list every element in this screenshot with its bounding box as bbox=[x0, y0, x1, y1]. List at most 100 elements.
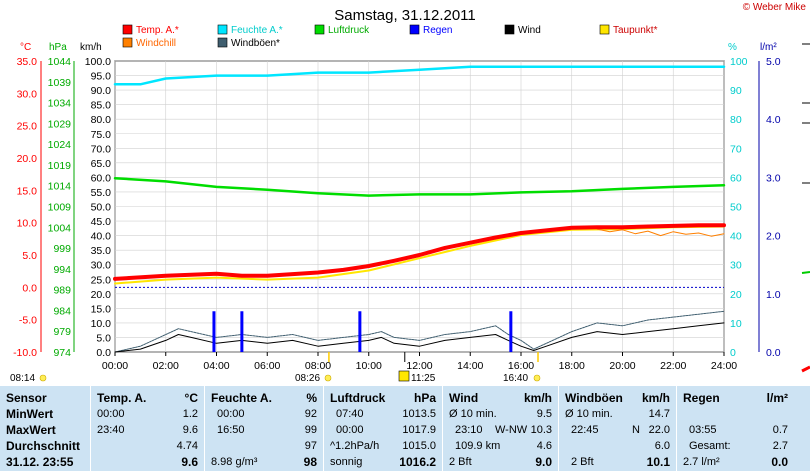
temp-min: 1.2 bbox=[182, 408, 198, 420]
humidity-absolute: 8.98 g/m³ bbox=[211, 456, 258, 468]
rain-tick-label: 4.0 bbox=[766, 114, 781, 126]
humidity-column: Feuchte A.% 00:00 92 16:50 99 97 8.98 g/m³… bbox=[205, 386, 323, 471]
temp-tick-label: -10.0 bbox=[13, 347, 37, 359]
pressure-forecast: sonnig bbox=[330, 456, 363, 468]
wind-column: Wind km/h Ø 10 min. 9.5 23:10 W-NW 10.3 109.… bbox=[443, 386, 558, 471]
legend-label: Taupunkt* bbox=[613, 25, 658, 36]
right-edge-strip bbox=[801, 43, 810, 373]
humidity-tick-label: 90 bbox=[730, 85, 742, 97]
sunrise-shadow-time: 08:26 bbox=[295, 373, 320, 384]
legend-swatch bbox=[314, 24, 325, 35]
pressure-tick-label: 1019 bbox=[48, 160, 72, 172]
humidity-unit-label: % bbox=[728, 42, 737, 53]
rain-bar bbox=[509, 311, 513, 352]
series-line-feuchtea bbox=[113, 65, 726, 86]
series-line-windben bbox=[114, 310, 725, 353]
rain-current: 0.0 bbox=[771, 455, 788, 469]
edge-mark bbox=[801, 365, 810, 373]
temp-max: 9.6 bbox=[182, 424, 198, 436]
gust-avg10: 14.7 bbox=[648, 408, 670, 420]
wind-tick-label: 90.0 bbox=[91, 85, 112, 97]
x-tick-label: 04:00 bbox=[203, 360, 229, 372]
temp-header: Temp. A. bbox=[97, 391, 147, 405]
humidity-header: Feuchte A. bbox=[211, 391, 272, 405]
x-tick-label: 12:00 bbox=[406, 360, 432, 372]
temp-tick-label: 15.0 bbox=[17, 185, 38, 197]
legend-label: Temp. A.* bbox=[136, 25, 179, 36]
rain-total: 2.7 bbox=[772, 440, 788, 452]
pressure-tick-label: 1029 bbox=[48, 118, 72, 130]
pressure-min: 1013.5 bbox=[402, 408, 436, 420]
rain-max: 0.7 bbox=[772, 424, 788, 436]
wind-current: 9.0 bbox=[535, 455, 552, 469]
row-label-max: MaxWert bbox=[6, 423, 56, 437]
pressure-unit: hPa bbox=[413, 391, 436, 405]
wind-tick-label: 55.0 bbox=[91, 187, 112, 199]
humidity-current: 98 bbox=[303, 455, 317, 469]
pressure-min-time: 07:40 bbox=[336, 408, 364, 420]
legend-swatch bbox=[122, 37, 133, 48]
humidity-tick-label: 20 bbox=[730, 289, 742, 301]
humidity-min: 92 bbox=[304, 408, 317, 420]
sun-icon-left bbox=[324, 374, 332, 382]
rain-total-label: Gesamt: bbox=[689, 440, 731, 452]
pressure-max: 1017.9 bbox=[402, 424, 436, 436]
wind-tick-label: 65.0 bbox=[91, 158, 112, 170]
plot-area bbox=[114, 60, 725, 353]
x-tick-label: 08:00 bbox=[305, 360, 331, 372]
gust-avg-label: Ø 10 min. bbox=[565, 408, 613, 420]
wind-tick-label: 10.0 bbox=[91, 318, 112, 330]
row-label-avg: Durchschnitt bbox=[6, 439, 81, 453]
wind-beaufort: 2 Bft bbox=[449, 456, 472, 468]
temp-tick-label: 25.0 bbox=[17, 121, 38, 133]
axes: 35.0 30.0 25.0 20.0 15.0 10.0 5.0 0.0 -5.0 -10.0 1… bbox=[13, 56, 781, 372]
pressure-tick-label: 989 bbox=[53, 285, 71, 297]
wind-avg10: 9.5 bbox=[536, 408, 552, 420]
gust-header: Windböen bbox=[565, 391, 623, 405]
sun-icon-right bbox=[533, 374, 541, 382]
temp-avg: 4.74 bbox=[176, 440, 198, 452]
row-label-min: MinWert bbox=[6, 407, 54, 421]
legend-swatch bbox=[599, 24, 610, 35]
sunset-shadow-time: 16:40 bbox=[503, 373, 528, 384]
gust-beaufort: 2 Bft bbox=[571, 456, 594, 468]
wind-tick-label: 30.0 bbox=[91, 260, 112, 272]
wind-tick-label: 95.0 bbox=[91, 71, 112, 83]
weather-chart: Samstag, 31.12.2011 © Weber Mike Temp. A… bbox=[10, 2, 810, 384]
wind-unit: km/h bbox=[523, 391, 552, 405]
legend: Temp. A.* Feuchte A.* Luftdruck Regen Wind Ta… bbox=[122, 24, 658, 49]
pressure-tick-label: 994 bbox=[53, 264, 71, 276]
legend-label: Feuchte A.* bbox=[231, 25, 283, 36]
legend-label: Windböen* bbox=[231, 38, 280, 49]
edge-mark bbox=[801, 271, 810, 274]
temp-tick-label: 10.0 bbox=[17, 218, 38, 230]
legend-swatch bbox=[217, 24, 228, 35]
humidity-max: 99 bbox=[304, 424, 317, 436]
wind-tick-label: 75.0 bbox=[91, 129, 112, 141]
rain-tick-label: 5.0 bbox=[766, 56, 781, 68]
wind-max: 10.3 bbox=[530, 424, 552, 436]
humidity-tick-label: 0 bbox=[730, 347, 736, 359]
wind-distance: 109.9 km bbox=[455, 440, 501, 452]
temp-tick-label: 30.0 bbox=[17, 88, 38, 100]
axis-units: °C hPa km/h% l/m² bbox=[20, 42, 777, 53]
temp-tick-label: -5.0 bbox=[19, 315, 37, 327]
rain-max-time: 03:55 bbox=[689, 424, 717, 436]
temp-min-time: 00:00 bbox=[97, 408, 125, 420]
sun-markers: 08:14 08:26 11:25 16:40 bbox=[10, 352, 541, 384]
pressure-tick-label: 1024 bbox=[48, 139, 72, 151]
legend-label: Regen bbox=[423, 25, 452, 36]
sensor-header: Sensor bbox=[6, 391, 47, 405]
gust-max: 22.0 bbox=[648, 424, 670, 436]
pressure-tick-label: 974 bbox=[53, 347, 71, 359]
series-line-tempa bbox=[113, 223, 726, 281]
wind-avg-label: Ø 10 min. bbox=[449, 408, 497, 420]
legend-label: Luftdruck bbox=[328, 25, 370, 36]
rain-day-total: 2.7 l/m² bbox=[683, 456, 720, 468]
humidity-tick-label: 30 bbox=[730, 260, 742, 272]
humidity-tick-label: 80 bbox=[730, 114, 742, 126]
pressure-max-time: 00:00 bbox=[336, 424, 364, 436]
sunrise-time: 08:14 bbox=[10, 373, 35, 384]
sensor-column: Sensor MinWert MaxWert Durchschnitt 31.1… bbox=[0, 386, 90, 471]
pressure-tick-label: 979 bbox=[53, 326, 71, 338]
